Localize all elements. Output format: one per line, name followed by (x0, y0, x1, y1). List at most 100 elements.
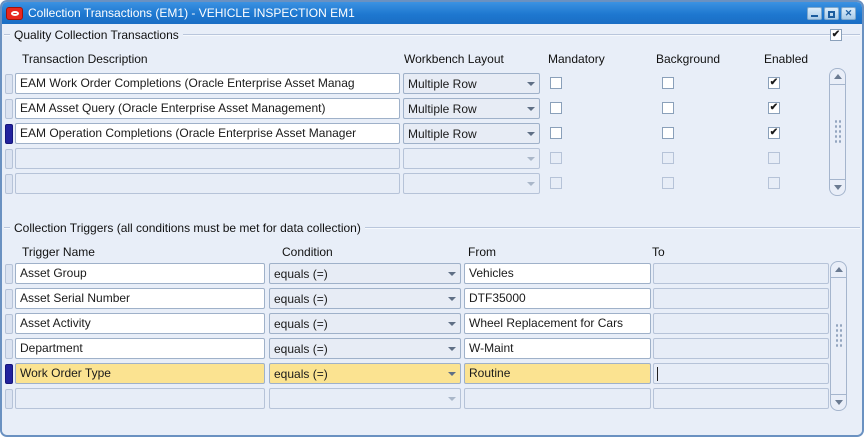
mandatory-checkbox[interactable] (550, 102, 562, 114)
condition-dropdown[interactable]: equals (=) (269, 363, 461, 384)
record-indicator[interactable] (5, 314, 13, 334)
triggers-section-title: Collection Triggers (all conditions must… (14, 221, 361, 235)
background-checkbox[interactable] (662, 102, 674, 114)
trigger-name-field[interactable]: Asset Activity (15, 313, 265, 334)
window-titlebar[interactable]: Collection Transactions (EM1) - VEHICLE … (2, 2, 862, 24)
transaction-description-field[interactable] (15, 173, 400, 194)
enabled-checkbox[interactable]: ✔ (768, 127, 780, 139)
enabled-checkbox[interactable]: ✔ (768, 77, 780, 89)
chevron-down-icon (448, 271, 456, 276)
transaction-description-field[interactable]: EAM Operation Completions (Oracle Enterp… (15, 123, 400, 144)
from-field[interactable]: Vehicles (464, 263, 651, 284)
trigger-row: Asset Serial Number equals (=) DTF35000 (2, 287, 862, 312)
workbench-layout-dropdown[interactable]: Multiple Row (403, 98, 540, 119)
triggers-table: Asset Group equals (=) Vehicles Asset Se… (2, 262, 862, 412)
condition-dropdown[interactable]: equals (=) (269, 263, 461, 284)
from-field[interactable] (464, 388, 651, 409)
arrow-down-icon (833, 185, 842, 190)
from-field[interactable]: DTF35000 (464, 288, 651, 309)
record-indicator[interactable] (5, 289, 13, 309)
record-indicator[interactable] (5, 364, 13, 384)
oracle-logo-icon (6, 6, 23, 20)
record-indicator[interactable] (5, 339, 13, 359)
transaction-row: EAM Asset Query (Oracle Enterprise Asset… (2, 97, 862, 122)
chevron-down-icon (448, 321, 456, 326)
background-checkbox[interactable] (662, 177, 674, 189)
text-cursor (657, 367, 658, 381)
scroll-up-button[interactable] (831, 262, 846, 278)
workbench-layout-dropdown[interactable]: Multiple Row (403, 73, 540, 94)
from-field[interactable]: Routine (464, 363, 651, 384)
record-indicator[interactable] (5, 99, 13, 119)
to-field[interactable] (653, 363, 829, 384)
condition-dropdown[interactable]: equals (=) (269, 338, 461, 359)
trigger-name-field[interactable]: Work Order Type (15, 363, 265, 384)
enabled-checkbox[interactable] (768, 177, 780, 189)
to-field[interactable] (653, 263, 829, 284)
col-header-mandatory: Mandatory (548, 52, 605, 66)
chevron-down-icon (527, 106, 535, 111)
triggers-scrollbar[interactable] (830, 261, 847, 411)
col-header-transaction-description: Transaction Description (22, 52, 148, 66)
mandatory-checkbox[interactable] (550, 152, 562, 164)
window-controls: ✕ (807, 6, 856, 20)
to-field[interactable] (653, 388, 829, 409)
mandatory-checkbox[interactable] (550, 177, 562, 189)
scroll-down-button[interactable] (831, 394, 846, 410)
trigger-name-field[interactable]: Asset Serial Number (15, 288, 265, 309)
to-field[interactable] (653, 338, 829, 359)
workbench-layout-dropdown[interactable]: Multiple Row (403, 123, 540, 144)
condition-dropdown[interactable] (269, 388, 461, 409)
trigger-name-field[interactable]: Department (15, 338, 265, 359)
chevron-down-icon (448, 296, 456, 301)
from-field[interactable]: Wheel Replacement for Cars (464, 313, 651, 334)
scrollbar-thumb[interactable] (831, 278, 846, 394)
mandatory-checkbox[interactable] (550, 77, 562, 89)
trigger-row (2, 387, 862, 412)
record-indicator[interactable] (5, 124, 13, 144)
enabled-checkbox[interactable]: ✔ (768, 102, 780, 114)
chevron-down-icon (527, 81, 535, 86)
transactions-table: EAM Work Order Completions (Oracle Enter… (2, 72, 862, 197)
minimize-button[interactable] (807, 6, 822, 20)
enabled-checkbox[interactable] (768, 152, 780, 164)
trigger-row: Department equals (=) W-Maint (2, 337, 862, 362)
background-checkbox[interactable] (662, 127, 674, 139)
trigger-name-field[interactable]: Asset Group (15, 263, 265, 284)
workbench-layout-dropdown[interactable] (403, 148, 540, 169)
transactions-header-checkbox[interactable]: ✔ (830, 29, 842, 41)
record-indicator[interactable] (5, 174, 13, 194)
record-indicator[interactable] (5, 389, 13, 409)
to-field[interactable] (653, 288, 829, 309)
transaction-row (2, 147, 862, 172)
background-checkbox[interactable] (662, 152, 674, 164)
record-indicator[interactable] (5, 74, 13, 94)
scroll-up-button[interactable] (830, 69, 845, 85)
arrow-down-icon (834, 400, 843, 405)
transaction-description-field[interactable] (15, 148, 400, 169)
trigger-name-field[interactable] (15, 388, 265, 409)
scroll-down-button[interactable] (830, 179, 845, 195)
transaction-description-field[interactable]: EAM Asset Query (Oracle Enterprise Asset… (15, 98, 400, 119)
chevron-down-icon (448, 346, 456, 351)
mandatory-checkbox[interactable] (550, 127, 562, 139)
chevron-down-icon (448, 396, 456, 401)
close-button[interactable]: ✕ (841, 6, 856, 20)
col-header-from: From (468, 245, 496, 259)
background-checkbox[interactable] (662, 77, 674, 89)
workbench-layout-dropdown[interactable] (403, 173, 540, 194)
scrollbar-thumb[interactable] (830, 85, 845, 179)
maximize-button[interactable] (824, 6, 839, 20)
from-field[interactable]: W-Maint (464, 338, 651, 359)
chevron-down-icon (448, 371, 456, 376)
record-indicator[interactable] (5, 264, 13, 284)
transactions-scrollbar[interactable] (829, 68, 846, 196)
condition-dropdown[interactable]: equals (=) (269, 313, 461, 334)
col-header-trigger-name: Trigger Name (22, 245, 95, 259)
condition-dropdown[interactable]: equals (=) (269, 288, 461, 309)
record-indicator[interactable] (5, 149, 13, 169)
transaction-description-field[interactable]: EAM Work Order Completions (Oracle Enter… (15, 73, 400, 94)
to-field[interactable] (653, 313, 829, 334)
arrow-up-icon (833, 74, 842, 79)
